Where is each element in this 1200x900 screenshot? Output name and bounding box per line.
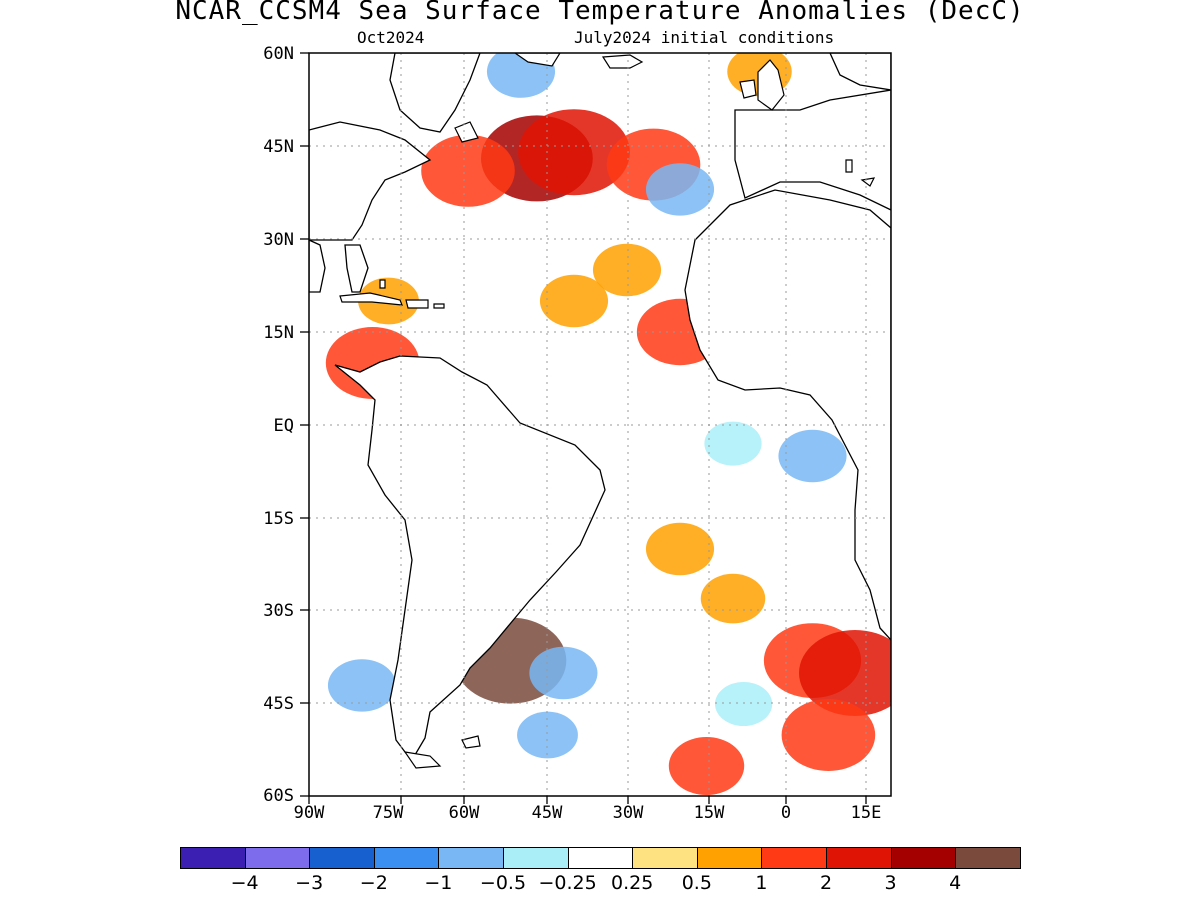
- colorbar-label: 0.5: [681, 872, 712, 894]
- anomaly-region: [529, 646, 598, 700]
- lat-label: 60N: [263, 44, 294, 64]
- lon-label: 15W: [693, 803, 725, 823]
- colorbar-swatch: [567, 847, 634, 869]
- lat-label: 45S: [263, 694, 294, 714]
- anomaly-region: [668, 737, 745, 795]
- anomaly-region: [700, 573, 766, 624]
- lon-label: 75W: [372, 803, 404, 823]
- colorbar-swatch: [955, 847, 1021, 869]
- cuba-island: [339, 292, 403, 306]
- anomaly-region: [715, 682, 773, 726]
- lat-label: 15S: [263, 509, 294, 529]
- colorbar-swatch: [503, 847, 569, 869]
- sardinia-island: [845, 159, 853, 173]
- lat-label: 45N: [263, 137, 294, 157]
- lat-label: EQ: [273, 416, 294, 436]
- hispaniola-island: [405, 299, 429, 309]
- anomaly-region: [704, 421, 762, 466]
- greenland-tip: [513, 53, 561, 67]
- anomaly-field: [325, 53, 891, 795]
- lon-label: 15E: [850, 803, 882, 823]
- ireland-island: [739, 79, 757, 99]
- lat-label: 30S: [263, 601, 294, 621]
- puerto-rico-island: [433, 303, 445, 309]
- colorbar-swatch: [696, 847, 763, 869]
- anomaly-region: [645, 163, 715, 216]
- islands: [339, 53, 876, 769]
- tierra-del-fuego: [403, 751, 442, 769]
- africa-landmass: [684, 189, 891, 641]
- colorbar-label: −0.25: [538, 872, 597, 894]
- falkland-islands: [461, 735, 481, 749]
- colorbar-swatch: [761, 847, 827, 869]
- anomaly-region: [539, 274, 609, 328]
- iceland-island: [601, 54, 644, 69]
- great-britain-island: [757, 59, 785, 111]
- anomaly-region: [327, 659, 397, 712]
- colorbar-swatch: [244, 847, 311, 869]
- lat-label: 15N: [263, 323, 294, 343]
- colorbar-label: −1: [424, 872, 453, 894]
- colorbar-swatch: [890, 847, 957, 869]
- colorbar-swatch: [373, 847, 440, 869]
- anomaly-region: [421, 134, 515, 207]
- lat-label: 60S: [263, 786, 294, 806]
- scandinavia-landmass: [829, 53, 891, 91]
- colorbar-label: −4: [230, 872, 259, 894]
- anomaly-region: [781, 699, 876, 771]
- south-america-landmass: [334, 355, 606, 762]
- anomaly-region: [592, 243, 662, 297]
- anomaly-region: [517, 711, 578, 759]
- colorbar-label: 2: [819, 872, 833, 894]
- canada-northeast-landmass: [389, 53, 481, 133]
- colorbar-label: 1: [755, 872, 768, 894]
- land-masses: [309, 53, 891, 762]
- forecast-month: Oct2024: [357, 28, 425, 47]
- colorbar-label: 3: [884, 872, 897, 894]
- colorbar-label: −0.5: [479, 872, 527, 894]
- bahamas-island: [379, 279, 386, 289]
- colorbar-swatch: [180, 847, 246, 869]
- lon-label: 90W: [293, 803, 325, 823]
- sicily-island: [860, 177, 876, 187]
- initial-conditions: July2024 initial conditions: [574, 28, 835, 47]
- anomaly-region: [778, 429, 847, 483]
- axis-ticks: [300, 52, 867, 804]
- colorbar-swatch: [632, 847, 698, 869]
- lon-label: 30W: [612, 803, 644, 823]
- lon-label: 45W: [531, 803, 563, 823]
- colorbar-swatch: [826, 847, 892, 869]
- yucatan-landmass: [309, 239, 326, 293]
- anomaly-region: [518, 109, 630, 196]
- anomaly-region: [799, 630, 891, 716]
- colorbar-label: 4: [949, 872, 962, 894]
- north-america-landmass: [309, 121, 432, 241]
- colorbar-swatch: [309, 847, 375, 869]
- newfoundland-island: [454, 121, 479, 143]
- florida-peninsula: [344, 244, 369, 293]
- colorbar-swatch: [438, 847, 504, 869]
- map-title: NCAR_CCSM4 Sea Surface Temperature Anoma…: [175, 0, 1025, 26]
- graticule: [309, 53, 891, 796]
- colorbar-label: −3: [295, 872, 324, 894]
- colorbar-label: 0.25: [611, 872, 654, 894]
- colorbar-label: −2: [359, 872, 388, 894]
- anomaly-region: [645, 522, 715, 576]
- iberia-europe-landmass: [734, 89, 891, 211]
- lon-label: 0: [780, 803, 792, 823]
- lat-label: 30N: [263, 230, 294, 250]
- lon-label: 60W: [448, 803, 480, 823]
